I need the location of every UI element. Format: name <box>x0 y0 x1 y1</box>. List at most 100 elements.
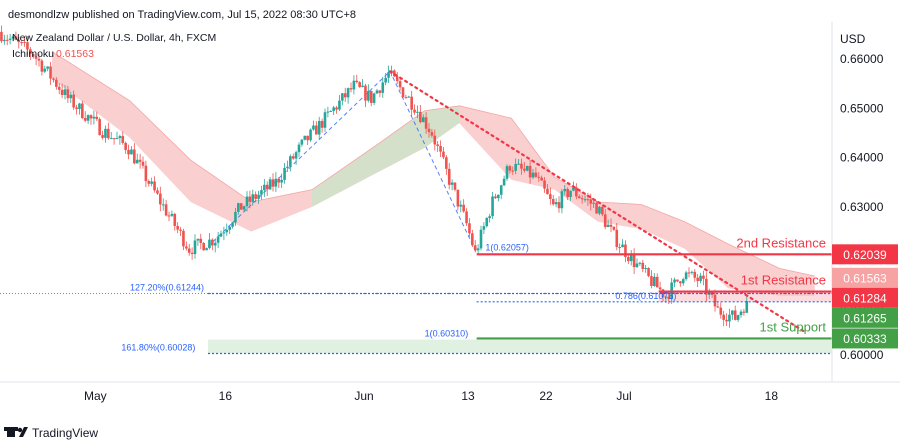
candle <box>473 239 477 253</box>
candle <box>29 46 32 60</box>
candle <box>395 71 399 85</box>
candle-body <box>277 178 281 183</box>
candle <box>23 37 26 47</box>
candle <box>104 125 107 143</box>
candle <box>627 255 630 264</box>
candle-body <box>702 275 705 279</box>
candle-body <box>375 90 379 94</box>
candle-body <box>95 116 99 120</box>
candle <box>17 36 21 49</box>
candle <box>75 104 78 115</box>
candle <box>300 138 304 147</box>
candle-body <box>733 310 737 320</box>
candle <box>352 75 356 95</box>
candle-body <box>476 248 480 251</box>
candle-body <box>580 198 584 200</box>
price-badge-label-1: 0.61563 <box>843 271 887 285</box>
candle-body <box>381 82 385 93</box>
candle-body <box>29 49 32 55</box>
candle-body <box>456 189 460 207</box>
candle <box>11 34 15 42</box>
downtrend-line <box>388 70 808 334</box>
candle-body <box>713 294 717 307</box>
price-badge-3 <box>832 307 898 328</box>
price-badges: 0.62039 0.61563 0.61284 0.61265 0.60333 <box>832 244 898 349</box>
candle <box>673 277 676 288</box>
candle-body <box>355 80 359 83</box>
candle-body <box>650 276 653 286</box>
candle-body <box>254 194 257 199</box>
candle-body <box>167 215 171 217</box>
candle <box>381 76 385 98</box>
candle <box>583 195 587 203</box>
candle <box>159 186 162 212</box>
candle-body <box>508 166 512 171</box>
candle <box>430 128 434 138</box>
candle-body <box>263 184 266 191</box>
candle <box>185 241 188 251</box>
candle-body <box>520 163 523 169</box>
candle <box>46 66 49 72</box>
candle-body <box>560 191 564 209</box>
price-badge-label-2: 0.61284 <box>843 291 887 305</box>
candle <box>332 105 335 115</box>
x-tick-4: 22 <box>539 389 553 403</box>
candle <box>63 84 67 100</box>
fib-annotations: 1(0.62057) 127.20%(0.61244) 0.786(0.61076)… <box>0 242 832 355</box>
candle-body <box>329 110 333 112</box>
candle <box>676 279 679 283</box>
candle-body <box>655 276 659 288</box>
candle-body <box>635 263 639 268</box>
candle-body <box>705 278 708 295</box>
currency-label[interactable]: USD <box>840 32 866 46</box>
candle-body <box>569 190 572 198</box>
candle <box>401 86 405 98</box>
candle <box>231 221 234 229</box>
candle <box>211 238 214 251</box>
candle <box>459 200 463 213</box>
candle <box>173 212 177 231</box>
candle <box>641 259 645 273</box>
candle-body <box>658 287 662 290</box>
x-tick-6: 18 <box>765 389 779 403</box>
candle-body <box>133 149 136 164</box>
candle <box>254 191 257 203</box>
candle <box>702 270 705 286</box>
y-tick-6: 0.60000 <box>840 348 884 362</box>
candle <box>505 164 509 181</box>
candle <box>164 199 168 217</box>
candle <box>222 226 226 241</box>
candle <box>445 154 448 175</box>
candle-body <box>416 111 419 113</box>
candle-body <box>3 39 6 42</box>
candle-body <box>317 120 321 135</box>
candle <box>378 89 382 98</box>
candle <box>127 144 130 160</box>
candle <box>358 81 361 88</box>
candle <box>265 181 269 196</box>
candle <box>638 261 642 266</box>
candle-body <box>349 88 353 90</box>
candle <box>560 189 564 214</box>
level-label-0: 2nd Resistance <box>736 235 826 250</box>
candle-body <box>462 204 465 212</box>
candle-body <box>395 76 399 82</box>
candle <box>731 310 734 320</box>
x-tick-1: 16 <box>219 389 233 403</box>
candle-body <box>300 139 304 145</box>
candle <box>436 140 439 152</box>
candle-body <box>173 213 177 227</box>
candle-body <box>323 112 327 128</box>
x-tick-0: May <box>84 389 107 403</box>
ichimoku-cloud <box>51 51 815 296</box>
candle <box>60 83 64 99</box>
candle-body <box>546 188 549 195</box>
candle-body <box>274 178 278 187</box>
candle <box>147 179 151 187</box>
candle <box>248 190 252 209</box>
candle <box>393 69 396 77</box>
candle-body <box>563 188 567 192</box>
candle-body <box>72 94 75 108</box>
candle <box>225 223 229 236</box>
